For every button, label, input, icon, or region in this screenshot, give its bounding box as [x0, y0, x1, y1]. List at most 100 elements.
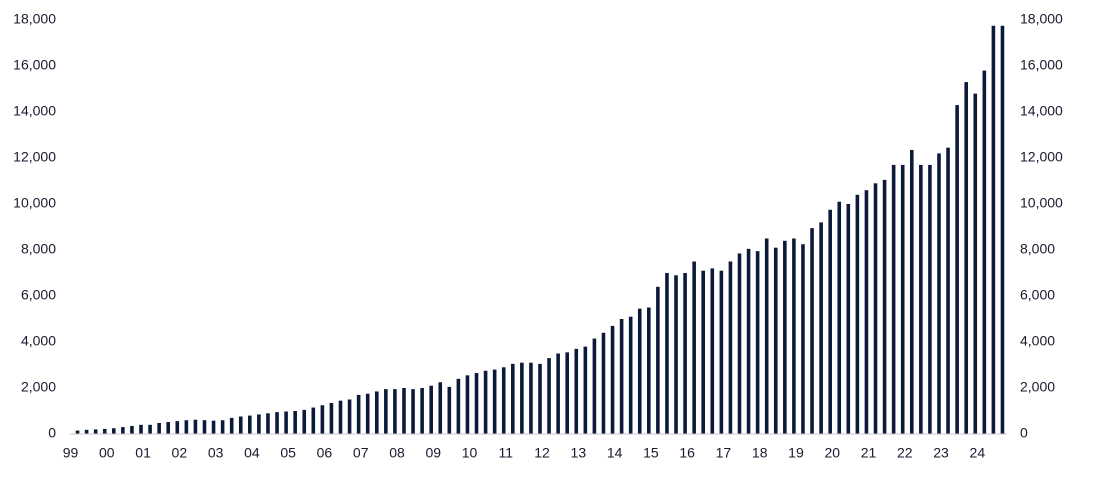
bar [93, 429, 98, 434]
bar [755, 251, 760, 434]
bar [656, 286, 660, 434]
bar [474, 373, 479, 434]
y-tick-label: 12,000 [13, 149, 56, 165]
bar [846, 204, 851, 434]
bar [810, 228, 814, 434]
bar [429, 385, 433, 434]
bar [628, 316, 633, 434]
bar [991, 25, 996, 434]
x-tick-label: 11 [499, 445, 514, 461]
x-tick-label: 08 [389, 445, 405, 461]
bar [384, 389, 388, 434]
x-tick-label: 17 [716, 445, 732, 461]
x-tick-label: 22 [897, 445, 913, 461]
y2-tick-label: 0 [1020, 425, 1028, 441]
bar [574, 348, 579, 434]
bar [909, 149, 914, 434]
y-tick-label: 6,000 [21, 287, 56, 303]
bar [792, 238, 796, 434]
bar [547, 358, 551, 434]
bar [647, 307, 651, 434]
bar [193, 419, 198, 434]
bar [102, 428, 107, 434]
x-tick-label: 04 [244, 445, 260, 461]
bar [683, 273, 687, 434]
bar [864, 190, 869, 434]
x-tick-label: 05 [280, 445, 296, 461]
bar [710, 268, 715, 434]
bar [393, 389, 397, 434]
bar [75, 430, 80, 434]
bar [266, 413, 270, 434]
bar [538, 363, 542, 434]
bar [837, 201, 842, 434]
bar [112, 428, 116, 434]
bar [220, 420, 225, 434]
bar [946, 147, 950, 434]
bar [257, 414, 261, 434]
bar [1000, 25, 1005, 434]
bar [202, 420, 207, 434]
bar [637, 308, 642, 434]
x-tick-label: 03 [208, 445, 224, 461]
bar [819, 222, 823, 434]
y-tick-label: 18,000 [13, 11, 56, 27]
bar [828, 209, 832, 434]
x-tick-label: 19 [788, 445, 804, 461]
bar [746, 248, 751, 434]
y2-tick-label: 10,000 [1020, 195, 1063, 211]
x-tick-label: 07 [353, 445, 369, 461]
bar [973, 93, 978, 434]
y2-tick-label: 18,000 [1020, 11, 1063, 27]
bar [139, 424, 143, 434]
bar [184, 420, 189, 434]
x-tick-label: 15 [643, 445, 659, 461]
y-tick-label: 14,000 [13, 103, 56, 119]
bar [701, 270, 706, 434]
bar [919, 164, 923, 434]
bar [347, 399, 352, 434]
bar [438, 382, 443, 434]
bar [311, 407, 316, 434]
y2-tick-label: 4,000 [1020, 333, 1055, 349]
bar [302, 409, 307, 434]
x-tick-label: 16 [679, 445, 695, 461]
bar [692, 261, 696, 434]
y-tick-label: 2,000 [21, 379, 56, 395]
bar [601, 332, 606, 434]
x-tick-label: 12 [534, 445, 550, 461]
bar [402, 388, 406, 434]
x-tick-label: 01 [135, 445, 151, 461]
bar [955, 105, 959, 434]
bar [510, 363, 515, 434]
x-tick-label: 23 [933, 445, 949, 461]
bar [420, 388, 424, 434]
bar [937, 153, 941, 434]
bar [447, 386, 452, 434]
bar [338, 400, 343, 434]
x-tick-label: 24 [970, 445, 986, 461]
bar [483, 370, 488, 434]
bar [320, 405, 325, 434]
x-tick-label: 00 [99, 445, 115, 461]
bar [121, 427, 125, 434]
bar [728, 261, 733, 434]
y-tick-label: 10,000 [13, 195, 56, 211]
bar [465, 375, 470, 434]
bar [882, 179, 887, 434]
bar [148, 424, 152, 434]
bar [873, 183, 878, 434]
bar [520, 362, 524, 434]
x-tick-label: 18 [752, 445, 768, 461]
x-tick-label: 06 [317, 445, 333, 461]
bar [529, 362, 533, 434]
bar [891, 164, 896, 434]
bar [329, 402, 334, 434]
bar [855, 194, 860, 434]
bar [248, 415, 252, 434]
y2-tick-label: 6,000 [1020, 287, 1055, 303]
bar [501, 367, 506, 434]
bar [737, 253, 742, 434]
x-tick-label: 02 [172, 445, 188, 461]
y2-tick-label: 14,000 [1020, 103, 1063, 119]
